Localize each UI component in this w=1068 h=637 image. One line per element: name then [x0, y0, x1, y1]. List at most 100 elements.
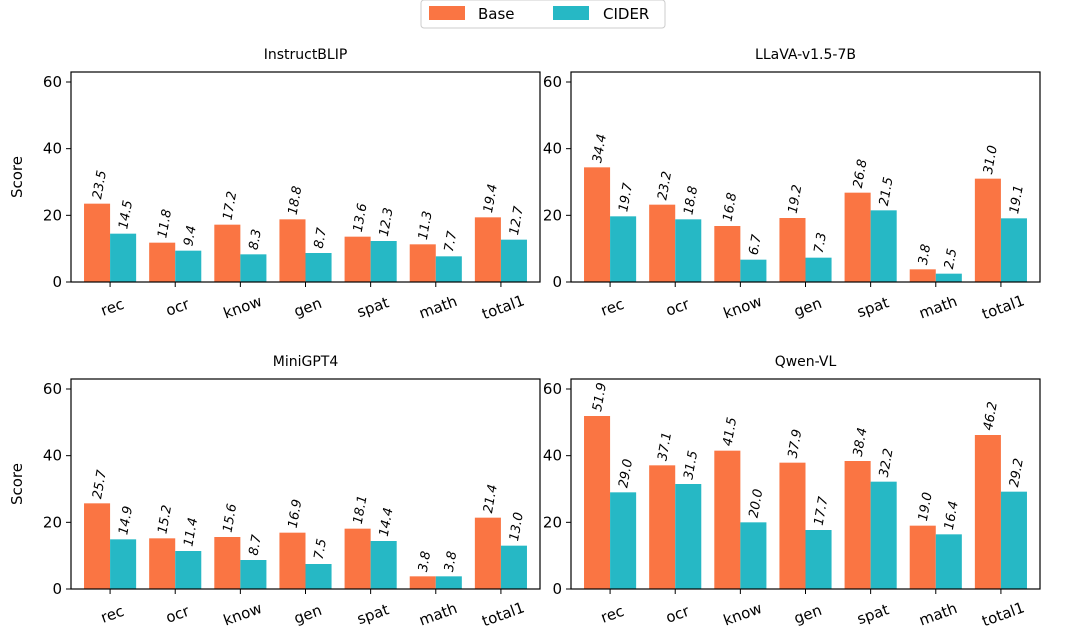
bar-value-label: 14.5 [116, 199, 136, 230]
bar-base-gen [279, 532, 306, 589]
x-tick-label: spat [355, 293, 392, 321]
bar-cider-math [435, 256, 462, 282]
bar-value-label: 8.7 [247, 533, 265, 557]
x-tick-label: total1 [980, 291, 1027, 323]
plot-frame [70, 71, 541, 283]
bar-value-label: 23.2 [655, 170, 675, 201]
y-tick-label: 40 [43, 447, 62, 465]
bar-base-ocr [649, 465, 676, 589]
x-tick-label: gen [791, 601, 824, 628]
bar-base-rec [84, 503, 111, 589]
bar-value-label: 31.5 [681, 450, 701, 481]
x-tick-label: know [721, 292, 764, 322]
bar-value-label: 16.8 [721, 192, 741, 223]
x-tick-label: total1 [980, 598, 1027, 630]
y-tick-label: 0 [552, 580, 562, 598]
bar-value-label: 20.0 [747, 488, 767, 519]
x-tick-label: gen [791, 294, 824, 321]
x-tick-label: know [221, 292, 264, 322]
bar-cider-total1 [500, 239, 527, 282]
x-tick-label: math [917, 599, 960, 629]
x-tick-label: gen [291, 294, 324, 321]
bar-base-know [214, 224, 241, 282]
bar-value-label: 11.3 [416, 210, 436, 241]
bar-cider-total1 [1000, 491, 1027, 589]
bar-value-label: 17.7 [812, 495, 832, 527]
bar-cider-ocr [675, 484, 702, 589]
bar-value-label: 51.9 [590, 382, 610, 413]
bar-value-label: 3.8 [916, 243, 934, 266]
bar-value-label: 9.4 [181, 224, 199, 247]
bar-value-label: 16.9 [286, 498, 306, 529]
x-tick-label: spat [855, 293, 892, 321]
bar-value-label: 7.3 [812, 231, 830, 254]
bar-base-know [214, 537, 241, 589]
bar-value-label: 46.2 [981, 401, 1001, 432]
x-tick-label: math [417, 292, 460, 322]
bar-base-total1 [974, 435, 1001, 589]
y-tick-label: 0 [552, 273, 562, 291]
bar-cider-spat [370, 241, 397, 282]
bar-base-rec [584, 416, 611, 589]
x-tick-label: total1 [480, 598, 527, 630]
bar-cider-know [740, 522, 767, 589]
bar-base-math [909, 525, 936, 589]
y-tick-label: 20 [43, 513, 62, 531]
bar-value-label: 19.4 [481, 183, 501, 214]
x-tick-label: ocr [663, 295, 692, 320]
bar-cider-know [740, 259, 767, 282]
y-tick-label: 60 [543, 73, 562, 91]
y-tick-label: 20 [43, 206, 62, 224]
legend-label-base: Base [478, 5, 515, 23]
x-tick-label: rec [98, 295, 126, 320]
bar-cider-rec [110, 539, 137, 589]
x-tick-label: ocr [163, 602, 192, 627]
y-axis-label: Score [8, 463, 26, 505]
bar-value-label: 7.7 [442, 229, 460, 253]
bar-value-label: 18.1 [351, 494, 371, 525]
bar-value-label: 31.0 [981, 144, 1001, 175]
bar-value-label: 3.8 [442, 550, 460, 573]
y-tick-label: 0 [52, 580, 62, 598]
bar-value-label: 13.6 [351, 202, 371, 233]
bar-value-label: 23.5 [90, 169, 110, 200]
bar-base-total1 [474, 217, 501, 282]
bar-value-label: 2.5 [942, 247, 960, 270]
bar-value-label: 18.8 [681, 185, 701, 216]
bar-value-label: 6.7 [747, 233, 765, 257]
panel-title: MiniGPT4 [273, 354, 339, 370]
bar-value-label: 37.1 [655, 431, 675, 462]
bar-base-ocr [149, 538, 176, 589]
x-tick-label: rec [98, 602, 126, 627]
y-tick-label: 60 [43, 380, 62, 398]
bar-cider-gen [805, 530, 832, 589]
y-tick-label: 40 [43, 140, 62, 158]
bar-base-rec [584, 167, 611, 282]
bar-value-label: 32.2 [877, 447, 897, 478]
bar-cider-math [935, 534, 962, 589]
bar-value-label: 19.7 [616, 181, 636, 213]
x-tick-label: ocr [663, 602, 692, 627]
bar-value-label: 21.4 [481, 483, 501, 514]
bar-base-gen [779, 462, 806, 589]
bar-base-know [714, 226, 741, 282]
bar-base-spat [844, 461, 871, 589]
panel-title: InstructBLIP [264, 47, 348, 63]
y-tick-label: 40 [543, 447, 562, 465]
bar-cider-spat [370, 541, 397, 589]
bar-cider-ocr [175, 250, 202, 282]
x-tick-label: rec [598, 295, 626, 320]
bar-cider-gen [805, 257, 832, 282]
x-tick-label: math [917, 292, 960, 322]
x-tick-label: math [417, 599, 460, 629]
bar-cider-ocr [675, 219, 702, 282]
y-axis-label: Score [8, 156, 26, 198]
bar-cider-math [935, 273, 962, 282]
bar-base-know [714, 450, 741, 589]
legend-frame [420, 0, 666, 29]
bar-value-label: 38.4 [851, 427, 871, 458]
bar-base-total1 [974, 178, 1001, 282]
bar-value-label: 3.8 [416, 550, 434, 573]
bar-cider-total1 [500, 545, 527, 589]
